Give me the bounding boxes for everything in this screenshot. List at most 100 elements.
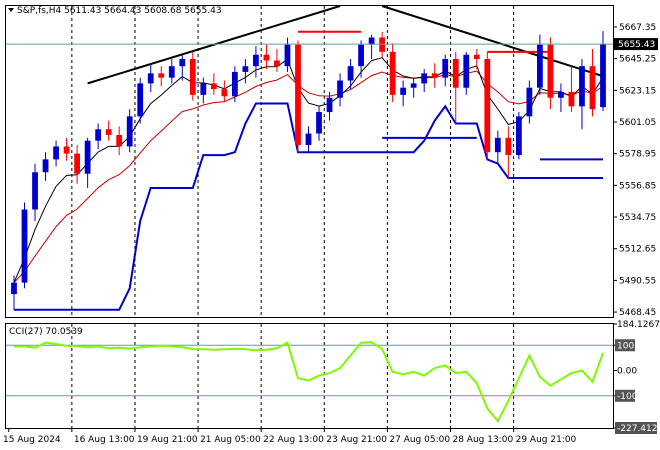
candle [242,59,249,84]
price-tick-label: 5512.65 [619,245,656,255]
candle [379,31,386,58]
candle [168,59,175,84]
candle [126,109,133,153]
cci-tick-tag [615,422,657,434]
candle [579,59,585,130]
candle [63,137,70,161]
price-tick-label: 5667.35 [619,23,656,33]
cci-label: CCI(27) 70.0539 [9,327,83,337]
price-tick-label: 5468.45 [619,308,656,318]
candle [547,37,554,110]
candle [515,112,522,160]
candle [116,126,123,156]
candle [210,73,217,95]
candle [189,51,196,101]
candle [221,80,228,103]
candle [84,137,91,189]
time-axis: 15 Aug 2024 16 Aug 13:00 19 Aug 21:00 21 Au… [3,428,577,445]
candle [452,51,459,124]
candle [473,48,480,70]
main-plot-frame [5,5,614,318]
time-tick-label: 19 Aug 21:00 [137,435,198,445]
candle [589,48,596,117]
candle [389,43,396,103]
candle [274,48,280,72]
collapse-triangle-icon[interactable] [8,8,14,12]
candlesticks [11,31,606,310]
cci-tick-label: -100 [617,392,638,402]
candle [147,63,154,92]
time-tick-label: 16 Aug 13:00 [74,435,135,445]
candle [568,66,575,113]
candle [179,54,186,81]
candle [105,120,112,141]
cci-tick-label: 0.00 [617,367,637,377]
candle [158,66,165,87]
price-tick-label: 5623.15 [619,86,656,96]
candle [316,106,322,141]
candle [326,91,333,121]
cci-tick-label: 100 [617,341,634,351]
cci-line [13,341,604,423]
candle [253,46,259,78]
candle [263,44,270,70]
time-tick-label: 29 Aug 21:00 [516,435,577,445]
price-tick-label: 5490.55 [619,276,656,286]
candle [526,80,533,124]
cci-tick-tag [615,389,635,402]
candle [347,59,354,90]
candle [558,83,564,113]
candle [421,69,428,92]
candle [32,163,38,221]
candle [200,77,207,104]
cci-tick-label: 184.1267 [617,320,660,330]
rising-trend-line [87,5,341,85]
candle [305,126,312,153]
cci-indicator: 184.1267 100 0.00 -100 -227.4128 [6,320,660,434]
moving-averages [13,57,604,311]
time-tick-label: 22 Aug 13:00 [263,435,324,445]
candle [337,73,343,107]
candle [74,145,80,184]
candle [463,51,470,95]
candle [42,152,49,181]
slow-moving-average [13,70,604,283]
candle [284,37,291,72]
candle [537,34,543,95]
candle [231,66,238,103]
last-price-tag [614,38,658,51]
support-trail-line [14,102,603,311]
candle [21,202,28,289]
candle [53,140,59,167]
price-tick-label: 5645.25 [619,55,656,65]
time-tick-label: 15 Aug 2024 [3,435,61,445]
price-tick-label: 5578.95 [619,150,656,160]
candle [505,126,512,178]
candle [410,77,417,98]
price-tick-label: 5601.05 [619,118,656,128]
candle [442,54,449,87]
candle [11,275,17,310]
last-price-label: 5655.43 [618,40,655,50]
candle [295,40,301,153]
time-tick-label: 28 Aug 13:00 [452,435,513,445]
candle [368,34,375,60]
time-tick-label: 23 Aug 21:00 [326,435,387,445]
price-tick-label: 5556.85 [619,181,656,191]
price-tick-label: 5534.75 [619,213,656,223]
fast-moving-average [13,57,604,283]
chart-title: S&P,fs,H4 5611.43 5664.43 5608.68 5655.4… [17,6,222,16]
candle [95,123,102,150]
cci-tick-tag [615,339,635,352]
cci-plot-frame [5,323,614,429]
falling-trend-line [381,5,604,78]
cci-tick-label: -227.4128 [617,424,660,434]
candle [494,130,501,164]
candle [400,80,407,107]
candle [431,63,438,88]
trend-lines [87,5,604,85]
period-separators [71,6,515,428]
price-axis: 5667.35 5645.25 5623.15 5601.05 5578.95 5556.… [6,23,656,318]
time-tick-label: 21 Aug 05:00 [200,435,261,445]
